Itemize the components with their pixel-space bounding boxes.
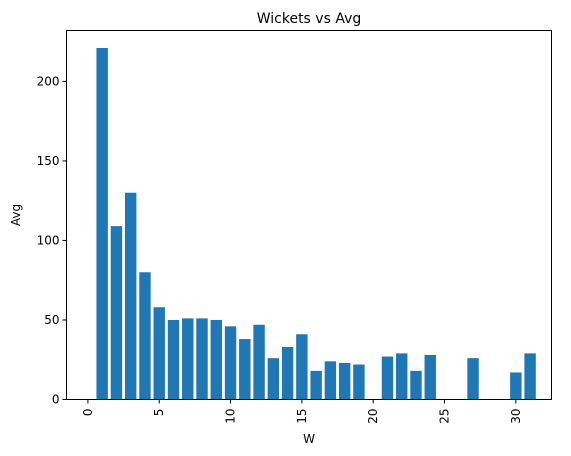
y-tick-label: 0 bbox=[52, 393, 60, 407]
x-tick-label: 5 bbox=[152, 409, 166, 417]
x-tick-label: 10 bbox=[224, 409, 238, 424]
bar-w3 bbox=[124, 192, 137, 400]
bar-w24 bbox=[424, 354, 436, 400]
bar-w6 bbox=[167, 319, 180, 400]
y-axis-ticks: 0 50 100 150 200 bbox=[37, 74, 67, 407]
x-tick-label: 20 bbox=[366, 409, 380, 424]
x-tick-label: 25 bbox=[438, 409, 452, 424]
bar-w22 bbox=[396, 353, 408, 400]
bar-w12 bbox=[253, 324, 265, 400]
bar-w15 bbox=[296, 334, 308, 400]
x-axis-ticks: 0 5 10 15 20 25 30 bbox=[81, 399, 523, 424]
bar-w1 bbox=[96, 47, 108, 400]
bar-w19 bbox=[353, 364, 365, 400]
bar-w7 bbox=[182, 318, 194, 400]
bar-w30 bbox=[510, 372, 522, 400]
bar-w23 bbox=[410, 370, 422, 400]
bar-w18 bbox=[338, 362, 351, 400]
bar-w16 bbox=[310, 370, 322, 400]
x-tick-label: 30 bbox=[509, 409, 523, 424]
y-tick-label: 100 bbox=[37, 233, 60, 247]
bar-w31 bbox=[524, 353, 536, 400]
y-tick-label: 150 bbox=[37, 154, 60, 168]
chart-title: Wickets vs Avg bbox=[257, 11, 362, 27]
bar-w17 bbox=[324, 361, 337, 400]
bar-w14 bbox=[281, 347, 294, 400]
plot-frame bbox=[66, 30, 552, 400]
bar-w10 bbox=[224, 326, 237, 400]
y-axis-title: Avg bbox=[9, 204, 23, 226]
x-tick-label: 15 bbox=[295, 409, 309, 424]
bar-w8 bbox=[196, 318, 208, 400]
bar-w11 bbox=[239, 339, 251, 400]
bar-w4 bbox=[139, 272, 151, 400]
bar-w27 bbox=[467, 358, 479, 400]
bar-w13 bbox=[267, 358, 280, 400]
bar-w2 bbox=[110, 226, 123, 400]
x-axis-title: W bbox=[303, 432, 315, 446]
y-tick-label: 50 bbox=[44, 313, 59, 327]
bar-w5 bbox=[153, 307, 165, 400]
bar-w21 bbox=[381, 356, 394, 400]
bar-w9 bbox=[210, 319, 222, 400]
x-tick-label: 0 bbox=[81, 409, 95, 417]
y-tick-label: 200 bbox=[37, 74, 60, 88]
bars-group bbox=[96, 47, 536, 400]
